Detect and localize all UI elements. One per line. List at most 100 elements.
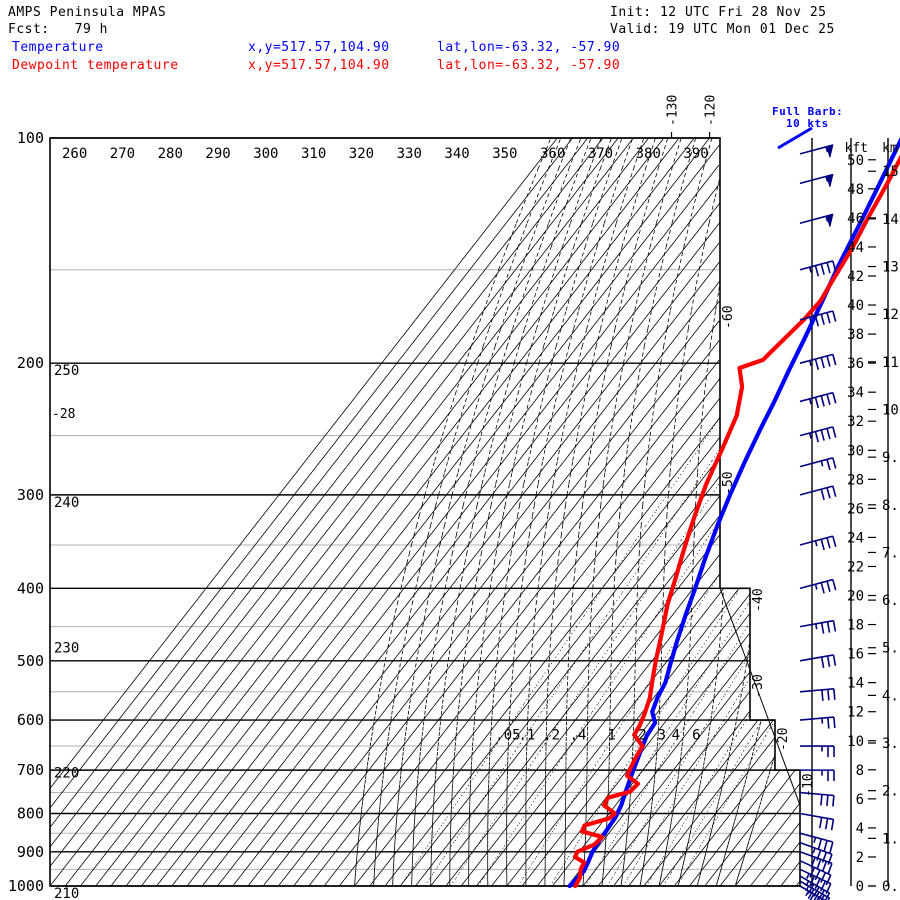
mixing-ratio-.05: .05 <box>495 727 520 743</box>
theta-top-350: 350 <box>492 146 517 162</box>
km-tick-7: 7. <box>882 545 899 561</box>
mixing-ratio-2: 2 <box>638 727 646 743</box>
dewpoint-profile-curve[interactable] <box>567 136 900 889</box>
isotherm-left-label: -28 <box>52 407 75 422</box>
theta-top-380: 380 <box>636 146 661 162</box>
isotherm-lines <box>49 137 801 887</box>
theta-left-210: 210 <box>54 886 79 900</box>
barb-legend-title: Full Barb: <box>772 105 844 118</box>
pressure-tick-700: 700 <box>17 761 44 779</box>
model-title: AMPS Peninsula MPAS <box>8 5 167 20</box>
pressure-tick-900: 900 <box>17 843 44 861</box>
kft-tick-42: 42 <box>847 269 864 285</box>
theta-left-250: 250 <box>54 363 79 379</box>
km-tick-2: 2. <box>882 784 899 800</box>
dewpoint-latlon: lat,lon=-63.32, -57.90 <box>437 58 621 73</box>
mixing-ratio-4: 4 <box>672 727 680 743</box>
moist-adiabat-lines <box>354 137 776 887</box>
theta-top-370: 370 <box>588 146 613 162</box>
km-tick-10: 10. <box>882 402 900 418</box>
valid-time: Valid: 19 UTC Mon 01 Dec 25 <box>610 22 835 37</box>
kft-tick-8: 8 <box>856 763 864 779</box>
kft-tick-4: 4 <box>856 821 864 837</box>
temperature-legend: Temperature <box>12 40 104 55</box>
theta-top-310: 310 <box>301 146 326 162</box>
forecast-hour: Fcst: 79 h <box>8 22 108 37</box>
mixing-ratio-6: 6 <box>692 727 700 743</box>
kft-tick-10: 10 <box>847 734 864 750</box>
pressure-tick-300: 300 <box>17 486 44 504</box>
pressure-tick-100: 100 <box>17 129 44 147</box>
theta-left-220: 220 <box>54 765 79 781</box>
kft-tick-24: 24 <box>847 530 864 546</box>
kft-tick-12: 12 <box>847 705 864 721</box>
kft-tick-26: 26 <box>847 501 864 517</box>
kft-tick-32: 32 <box>847 414 864 430</box>
km-axis-label: km <box>882 141 898 156</box>
theta-top-390: 390 <box>683 146 708 162</box>
isotherm-right--20: -20 <box>776 728 791 751</box>
kft-tick-20: 20 <box>847 589 864 605</box>
isobar-lines <box>50 137 800 887</box>
km-tick-5: 5. <box>882 641 899 657</box>
temperature-profile-curve[interactable] <box>572 138 900 889</box>
kft-axis-label: kft <box>845 141 868 156</box>
kft-tick-38: 38 <box>847 327 864 343</box>
mixing-ratio-.1: .1 <box>518 727 535 743</box>
theta-top-270: 270 <box>110 146 135 162</box>
theta-top-320: 320 <box>349 146 374 162</box>
kft-tick-40: 40 <box>847 298 864 314</box>
kft-tick-28: 28 <box>847 472 864 488</box>
km-tick-4: 4. <box>882 688 899 704</box>
wind-barb-column[interactable] <box>777 126 837 900</box>
pressure-tick-400: 400 <box>17 579 44 597</box>
km-tick-13: 13. <box>882 260 900 276</box>
init-time: Init: 12 UTC Fri 28 Nov 25 <box>610 5 827 20</box>
theta-top-260: 260 <box>62 146 87 162</box>
kft-tick-30: 30 <box>847 443 864 459</box>
mixing-ratio-1: 1 <box>607 727 615 743</box>
kft-tick-16: 16 <box>847 647 864 663</box>
mixing-ratio-3: 3 <box>658 727 666 743</box>
km-tick-6: 6. <box>882 593 899 609</box>
kft-tick-48: 48 <box>847 182 864 198</box>
kft-tick-22: 22 <box>847 559 864 575</box>
km-tick-1: 1. <box>882 831 899 847</box>
km-tick-8: 8. <box>882 498 899 514</box>
barb-legend-value: 10 kts <box>786 117 829 130</box>
isotherm-right--50: -50 <box>721 471 736 494</box>
kft-tick-50: 50 <box>847 153 864 169</box>
pressure-tick-200: 200 <box>17 354 44 372</box>
kft-tick-44: 44 <box>847 240 864 256</box>
pressure-tick-800: 800 <box>17 805 44 823</box>
isotherm-right--40: -40 <box>751 588 766 611</box>
isotherm-top--130: -130 <box>666 95 681 126</box>
kft-tick-0: 0 <box>856 879 864 895</box>
theta-top-360: 360 <box>540 146 565 162</box>
mixing-ratio-.4: .4 <box>570 727 587 743</box>
plot-frame <box>49 137 889 887</box>
theta-top-300: 300 <box>253 146 278 162</box>
minor-pressure-gridlines <box>50 269 800 870</box>
theta-top-340: 340 <box>444 146 469 162</box>
theta-top-290: 290 <box>205 146 230 162</box>
km-tick-3: 3. <box>882 736 899 752</box>
km-tick-0: 0. <box>882 879 899 895</box>
km-tick-11: 11. <box>882 355 900 371</box>
km-tick-12: 12. <box>882 307 900 323</box>
pressure-tick-500: 500 <box>17 652 44 670</box>
isotherm-right--60: -60 <box>721 305 736 328</box>
km-tick-14: 14. <box>882 212 900 228</box>
pressure-tick-600: 600 <box>17 711 44 729</box>
theta-top-280: 280 <box>158 146 183 162</box>
dewpoint-legend: Dewpoint temperature <box>12 58 179 73</box>
isotherm-top--120: -120 <box>704 95 719 126</box>
kft-tick-6: 6 <box>856 792 864 808</box>
kft-tick-34: 34 <box>847 385 864 401</box>
temperature-xy: x,y=517.57,104.90 <box>248 40 390 55</box>
km-tick-15: 15. <box>882 164 900 180</box>
km-tick-9: 9. <box>882 450 899 466</box>
kft-tick-18: 18 <box>847 618 864 634</box>
